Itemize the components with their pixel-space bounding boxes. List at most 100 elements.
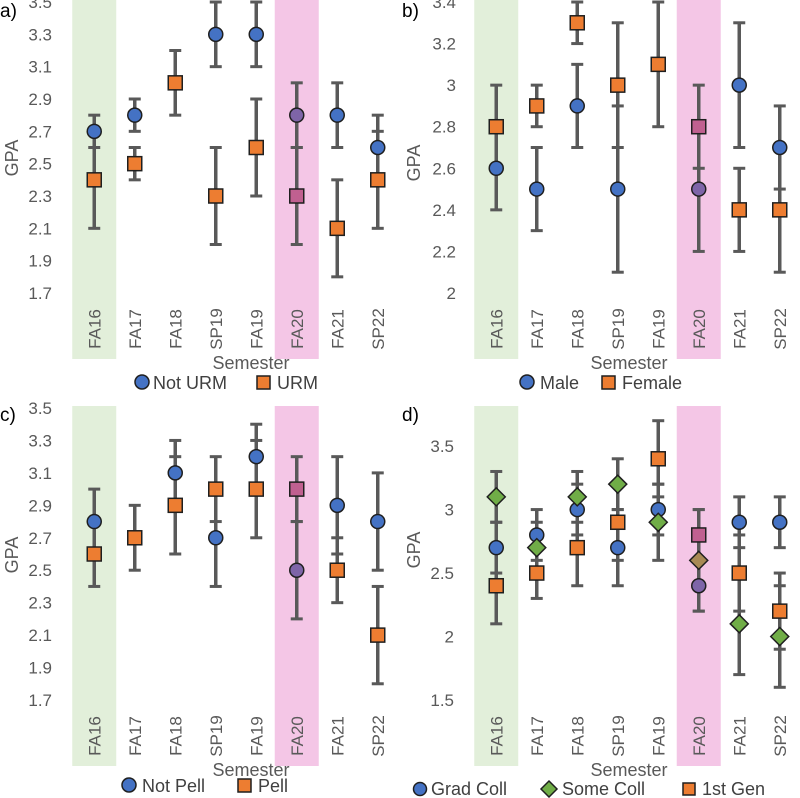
panel-b-female-point — [488, 118, 504, 135]
panel-c-xtick-label: FA16 — [85, 716, 104, 756]
panel-d-some-coll-point — [769, 626, 790, 647]
panel-b-ytick-label: 3.4 — [432, 0, 456, 12]
panel-b-male-point — [529, 181, 545, 197]
panel-a-urm-point — [208, 188, 224, 204]
panel-c-ytick-label: 2.7 — [28, 529, 52, 548]
panel-d-some-coll-point — [648, 512, 669, 533]
panel-b-xtick-label: FA21 — [730, 309, 749, 349]
legend-grad-coll-marker — [412, 781, 428, 797]
panel-a-urm-point — [329, 220, 345, 237]
panel-a-ytick-label: 3.3 — [28, 25, 52, 44]
panel-a-xtick-label: FA20 — [288, 309, 307, 349]
panel-a-ytick-label: 2.9 — [28, 90, 52, 109]
legend-male-marker — [519, 374, 535, 390]
panel-a-ytick-label: 2.3 — [28, 187, 52, 206]
panel-c-not-pell-point — [86, 513, 102, 530]
panel-d-1st-gen-point — [650, 451, 666, 467]
panel-b-female-point — [650, 56, 666, 73]
panel-d-xtick-label: SP19 — [609, 715, 628, 757]
panel-b: b) 2 2.2 2.4 2.6 2.8 3 3.2 3.4 FA16 FA17 FA18 SP19 F… — [402, 0, 790, 393]
panel-a-xtick-label: FA21 — [328, 309, 347, 349]
panel-d-ytick-label: 1.5 — [430, 691, 454, 710]
panel-a-ytick-label: 1.9 — [28, 252, 52, 271]
panel-b-female-point — [529, 98, 545, 114]
panel-c-not-pell-point — [329, 497, 345, 514]
panel-c-pell-point — [370, 627, 386, 643]
panel-b-label: b) — [402, 1, 419, 22]
panel-c-xtick-label: FA21 — [328, 716, 347, 756]
panel-c-ytick-label: 3.3 — [28, 431, 52, 450]
legend-pell-marker — [237, 778, 252, 793]
panel-b-plot: 2 2.2 2.4 2.6 2.8 3 3.2 3.4 FA16 FA17 FA18 SP19 FA19… — [432, 0, 790, 359]
legend-male-label: Male — [540, 373, 579, 393]
panel-c-xtick-label: FA20 — [288, 716, 307, 756]
legend-urm-label: URM — [277, 373, 318, 393]
panel-d-ylabel: GPA — [404, 532, 424, 569]
panel-a-not-urm-point — [289, 107, 305, 123]
panel-c-xtick-label: SP19 — [207, 715, 226, 757]
panel-c-ytick-label: 1.9 — [28, 659, 52, 678]
panel-c-pell-point — [167, 497, 183, 514]
panel-d-xlabel: Semester — [590, 760, 667, 780]
panel-c-pell-point — [329, 562, 345, 578]
panel-d: d) 1.5 2 2.5 3 3.5 FA16 FA17 FA18 SP19 FA19 FA20 FA… — [402, 405, 790, 798]
panel-b-male-point — [691, 181, 707, 197]
panel-a-ytick-label: 2.5 — [28, 155, 52, 174]
panel-a-plot: 1.7 1.9 2.1 2.3 2.5 2.7 2.9 3.1 3.3 3.5 FA16 FA17 FA… — [28, 0, 388, 359]
panel-d-grad-coll-point — [691, 577, 707, 594]
legend-not-urm-marker — [134, 374, 150, 390]
panel-c-xtick-label: FA17 — [126, 716, 145, 756]
panel-c-not-pell-point — [208, 530, 224, 546]
panel-d-some-coll-point — [486, 486, 507, 507]
panel-b-female-point — [731, 202, 747, 218]
panel-a-ytick-label: 1.7 — [28, 284, 52, 303]
panel-b-ytick-label: 2 — [447, 284, 456, 303]
legend-urm-marker — [256, 375, 271, 390]
legend-not-urm-label: Not URM — [153, 373, 227, 393]
panel-d-ytick-label: 3 — [445, 501, 454, 520]
panel-c-ytick-label: 2.9 — [28, 496, 52, 515]
panel-a-ytick-label: 3.5 — [28, 0, 52, 12]
panel-b-ytick-label: 3 — [447, 76, 456, 95]
panel-a-not-urm-point — [329, 107, 345, 123]
panel-b-xtick-label: SP19 — [609, 308, 628, 350]
panel-b-male-point — [772, 139, 788, 156]
legend-not-pell-label: Not Pell — [142, 776, 205, 796]
panel-d-ytick-label: 3.5 — [430, 437, 454, 456]
legend-grad-coll-label: Grad Coll — [431, 779, 507, 798]
panel-c-pell-point — [248, 481, 264, 497]
panel-d-1st-gen-point — [772, 603, 788, 619]
panel-d-1st-gen-point — [529, 565, 545, 581]
panel-a-xtick-label: FA19 — [247, 309, 266, 349]
panel-d-ytick-label: 2 — [445, 628, 454, 647]
panel-d-1st-gen-point — [569, 539, 585, 556]
panel-d-grad-coll-point — [610, 539, 626, 556]
legend-pell-label: Pell — [258, 776, 288, 796]
panel-b-female-point — [569, 15, 585, 31]
panel-d-xtick-label: FA21 — [730, 716, 749, 756]
panel-b-legend: Male Female — [519, 373, 682, 393]
panel-a-not-urm-point — [208, 26, 224, 43]
panel-a-xtick-label: SP22 — [369, 308, 388, 350]
panel-c-ylabel: GPA — [2, 537, 22, 574]
legend-1st-gen-marker — [682, 782, 696, 796]
panel-b-female-point — [610, 77, 626, 93]
panel-b-ylabel: GPA — [404, 145, 424, 182]
panel-a-not-urm-point — [248, 26, 264, 43]
panel-a-not-urm-point — [127, 107, 143, 123]
panel-c-xtick-label: SP22 — [369, 715, 388, 757]
panel-d-label: d) — [402, 405, 419, 426]
panel-c-pell-point — [208, 481, 224, 497]
panel-d-1st-gen-point — [691, 527, 707, 543]
panel-a-xlabel: Semester — [212, 353, 289, 373]
panel-d-1st-gen-point — [488, 577, 504, 594]
panel-b-ytick-label: 3.2 — [432, 35, 456, 54]
panel-c-legend: Not Pell Pell — [121, 776, 288, 796]
panel-d-xtick-label: SP22 — [771, 715, 790, 757]
panel-b-xtick-label: FA18 — [568, 309, 587, 349]
panel-a-urm-point — [167, 75, 183, 91]
panel-a-xtick-label: FA17 — [126, 309, 145, 349]
panel-b-male-point — [569, 98, 585, 114]
panel-b-xtick-label: FA17 — [528, 309, 547, 349]
